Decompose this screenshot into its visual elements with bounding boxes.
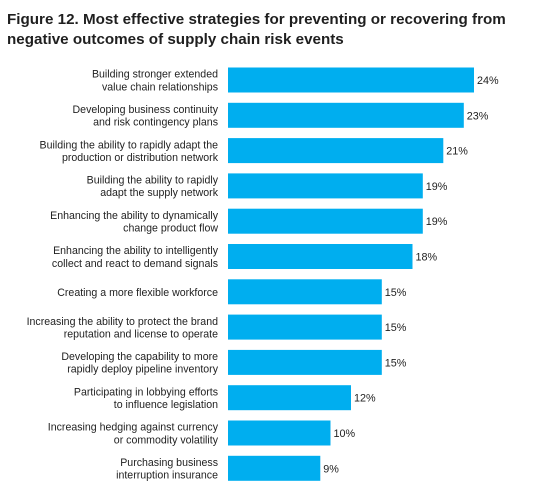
value-label: 19% (426, 216, 448, 228)
bar (228, 349, 382, 375)
category-label: Enhancing the ability to intelligently co… (52, 245, 219, 270)
bar (228, 208, 423, 234)
chart-title: Figure 12. Most effective strategies for… (7, 11, 506, 48)
category-label: Building the ability to rapidly adapt th… (40, 139, 219, 164)
value-label: 12% (354, 393, 376, 405)
bar (228, 173, 423, 199)
bar (228, 279, 382, 305)
value-label: 24% (477, 75, 499, 87)
value-label: 15% (385, 322, 407, 334)
value-label: 23% (467, 110, 489, 122)
bar (228, 244, 413, 269)
bar (228, 455, 321, 481)
value-label: 15% (385, 287, 407, 299)
bar (228, 385, 351, 411)
category-label: Developing business continuity and risk c… (73, 104, 219, 129)
value-label: 19% (426, 181, 448, 193)
category-label: Developing the capability to more rapidly… (61, 351, 218, 376)
value-label: 21% (446, 146, 468, 158)
category-label: Enhancing the ability to dynamically chan… (50, 210, 219, 235)
bar (228, 138, 444, 164)
bar (228, 102, 464, 128)
value-label: 15% (385, 357, 407, 369)
category-label: Creating a more flexible workforce (57, 287, 218, 299)
value-label: 9% (323, 463, 339, 475)
category-label: Participating in lobbying efforts to infl… (74, 386, 218, 411)
category-label: Increasing the ability to protect the br… (27, 316, 219, 341)
category-label: Increasing hedging against currency or co… (48, 422, 219, 447)
category-label: Purchasing business interruption insuranc… (116, 457, 218, 482)
bar (228, 314, 382, 340)
value-label: 18% (416, 252, 438, 264)
bar (228, 67, 474, 93)
category-label: Building the ability to rapidly adapt the… (87, 175, 219, 200)
bar (228, 420, 331, 446)
value-label: 10% (334, 428, 356, 440)
category-label: Building stronger extended value chain re… (92, 69, 218, 94)
